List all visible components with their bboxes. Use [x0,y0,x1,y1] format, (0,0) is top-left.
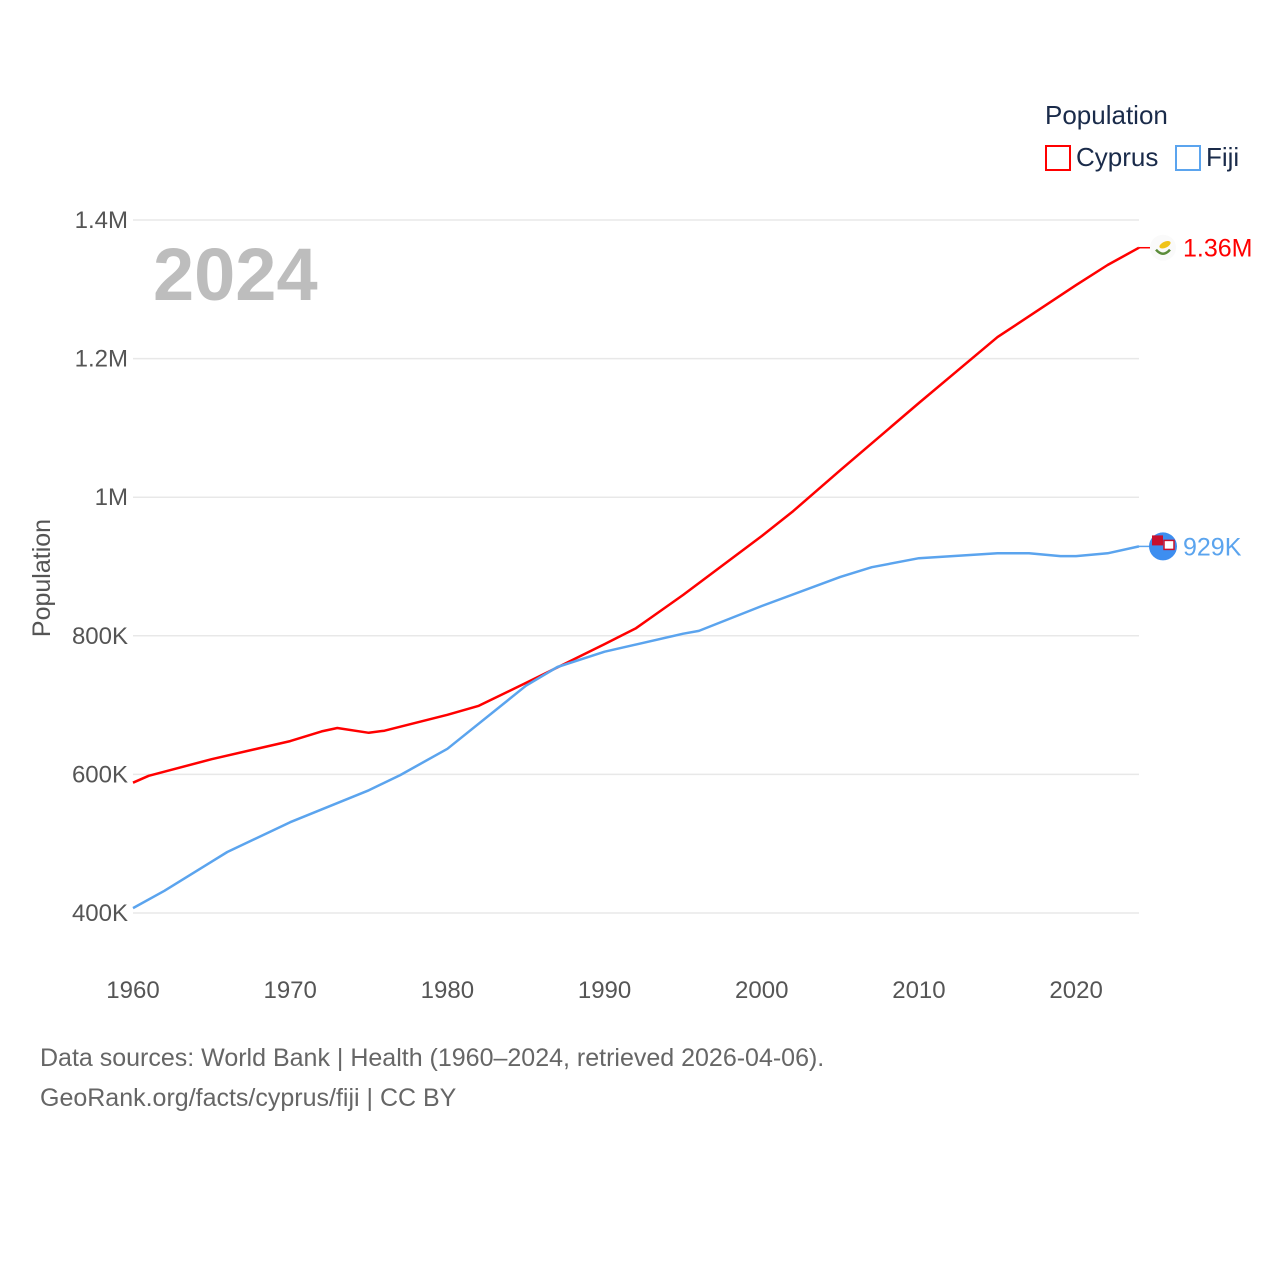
fiji-flag-icon [1149,532,1177,561]
x-tick-label: 2020 [1049,977,1102,1004]
x-tick-label: 1990 [578,977,631,1004]
year-label: 2024 [153,233,318,316]
end-value-fiji: 929K [1183,533,1242,561]
cyprus-flag-icon [1150,234,1176,261]
y-tick-label: 1M [95,484,128,511]
x-tick-label: 1970 [263,977,316,1004]
series-line-cyprus [132,246,1140,784]
legend-label-fiji[interactable]: Fiji [1206,142,1239,172]
series-line-fiji [132,545,1140,910]
x-tick-label: 1960 [106,977,159,1004]
y-tick-label: 600K [72,761,128,788]
legend-swatch-fiji[interactable] [1175,145,1201,171]
footer-sources: Data sources: World Bank | Health (1960–… [40,1044,825,1072]
y-tick-label: 1.2M [75,346,128,373]
y-tick-label: 1.4M [75,207,128,234]
y-tick-label: 400K [72,900,128,927]
y-tick-label: 800K [72,623,128,650]
x-tick-label: 2010 [892,977,945,1004]
end-value-cyprus: 1.36M [1183,235,1252,263]
footer-credit: GeoRank.org/facts/cyprus/fiji | CC BY [40,1084,457,1112]
legend-swatch-cyprus[interactable] [1045,145,1071,171]
x-tick-label: 2000 [735,977,788,1004]
legend-label-cyprus[interactable]: Cyprus [1076,142,1158,172]
legend-title: Population [1045,100,1168,130]
legend: Population Cyprus Fiji [1045,100,1239,172]
x-tick-label: 1980 [421,977,474,1004]
y-axis-label: Population [28,519,56,637]
